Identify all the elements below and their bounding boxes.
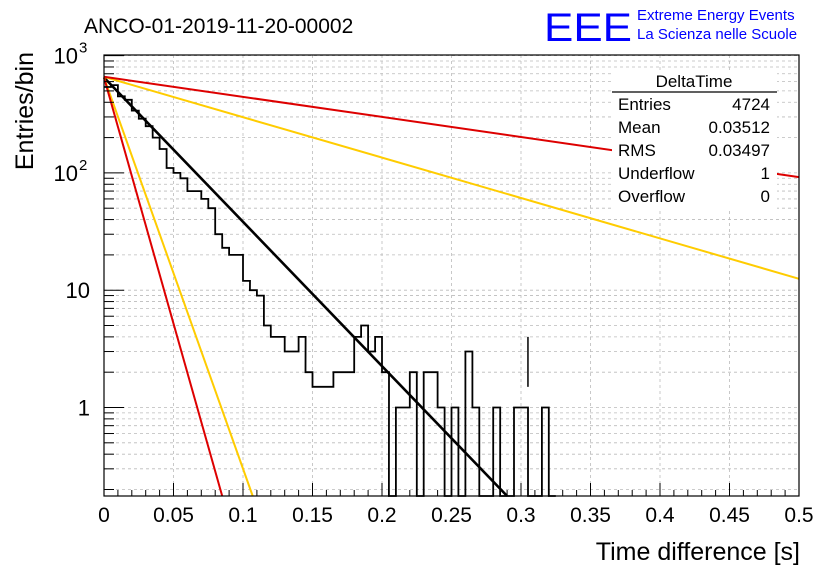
x-tick-label: 0 [98, 504, 110, 527]
stats-title: DeltaTime [656, 72, 733, 91]
x-tick-label: 0.05 [153, 504, 194, 527]
stats-label: RMS [618, 141, 656, 160]
x-tick-label: 0.45 [709, 504, 750, 527]
y-tick-label: 10 [66, 278, 90, 303]
fit-inner-red [103, 77, 224, 497]
y-tick-exponent: 3 [79, 40, 87, 57]
x-tick-label: 0.5 [784, 504, 813, 527]
x-axis-label: Time difference [s] [596, 538, 800, 566]
y-tick-exponent: 2 [79, 157, 87, 174]
x-tick-label: 0.25 [431, 504, 472, 527]
stats-value: 0 [761, 187, 770, 206]
stats-value: 1 [761, 164, 770, 183]
histogram-steps [104, 84, 556, 497]
stats-background [612, 70, 777, 210]
logo-line-2: La Scienza nelle Scuole [637, 26, 797, 43]
stats-label: Underflow [618, 164, 695, 183]
stats-value: 0.03512 [709, 118, 770, 137]
stats-rows: Entries 4724 Mean 0.03512 RMS 0.03497 Underflo… [618, 95, 770, 206]
x-axis: 0 0.05 0.1 0.15 0.2 0.25 0.3 0.35 0.4 0.45 0.5 [98, 483, 814, 527]
x-tick-label: 0.15 [292, 504, 333, 527]
eee-logo: EEE Extreme Energy Events La Scienza nel… [544, 6, 797, 50]
fit-outer-yellow [103, 75, 800, 280]
y-axis-label: Entries/bin [11, 52, 39, 170]
x-tick-label: 0.3 [506, 504, 535, 527]
fit-inner-yellow [103, 77, 254, 497]
stats-label: Mean [618, 118, 661, 137]
stats-box: DeltaTime Entries 4724 Mean 0.03512 RMS 0.034… [612, 70, 777, 210]
x-tick-label: 0.35 [570, 504, 611, 527]
stats-value: 4724 [732, 95, 770, 114]
y-tick-label: 10 [54, 161, 78, 186]
chart-title: ANCO-01-2019-11-20-00002 [84, 15, 353, 38]
fit-fit [103, 76, 509, 497]
fit-curves [103, 75, 800, 497]
logo-mark: EEE [544, 6, 632, 50]
x-tick-label: 0.1 [228, 504, 257, 527]
stats-value: 0.03497 [709, 141, 770, 160]
stats-label: Overflow [618, 187, 686, 206]
x-tick-label: 0.2 [367, 504, 396, 527]
x-tick-label: 0.4 [645, 504, 675, 527]
y-tick-label: 1 [78, 396, 90, 421]
histogram [104, 84, 556, 497]
y-tick-label: 10 [54, 44, 78, 69]
stats-label: Entries [618, 95, 671, 114]
logo-line-1: Extreme Energy Events [637, 7, 795, 24]
